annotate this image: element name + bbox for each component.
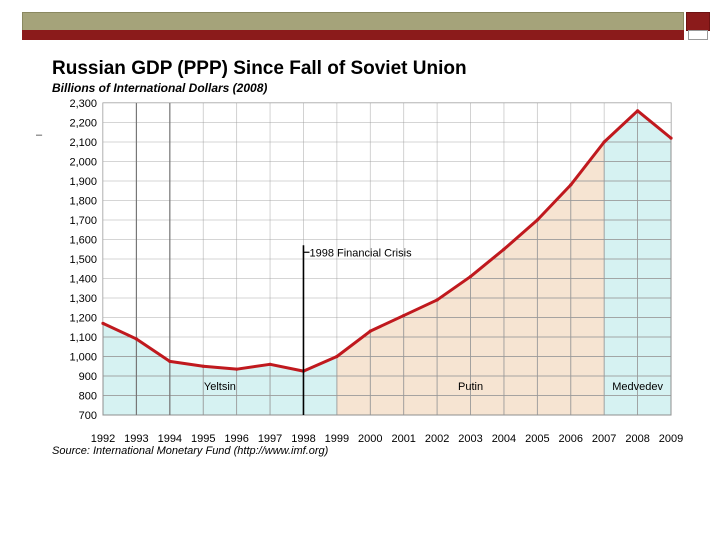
- y-tick-label: 700: [79, 410, 97, 422]
- gdp-point: [535, 218, 539, 222]
- y-tick-label: 1,900: [69, 176, 97, 188]
- gdp-point: [635, 109, 640, 113]
- bullet-dash: –: [36, 129, 43, 141]
- y-tick-label: 1,200: [69, 313, 97, 325]
- y-tick-label: 1,300: [69, 293, 97, 305]
- y-tick-label: 1,600: [69, 235, 97, 247]
- era-dividers: [135, 103, 171, 415]
- era-label: Putin: [458, 381, 483, 393]
- gdp-point: [335, 354, 339, 359]
- x-tick-label: 2001: [391, 433, 415, 445]
- x-tick-label: 2009: [659, 433, 683, 445]
- y-tick-label: 900: [79, 371, 97, 383]
- x-tick-label: 1996: [224, 433, 248, 445]
- y-tick-label: 2,000: [69, 157, 97, 169]
- x-tick-label: 1994: [158, 433, 182, 445]
- chart-title: Russian GDP (PPP) Since Fall of Soviet U…: [52, 58, 467, 79]
- crisis-annotation: 1998 Financial Crisis: [309, 247, 412, 259]
- x-tick-label: 1995: [191, 433, 215, 445]
- gdp-line: [101, 109, 673, 373]
- gdp-point: [101, 321, 105, 325]
- gdp-point: [268, 362, 272, 366]
- gdp-point: [468, 274, 473, 279]
- slide-header-stripe: [22, 30, 684, 40]
- gdp-point: [402, 313, 406, 318]
- x-tick-label: 1997: [258, 433, 282, 445]
- y-tick-label: 800: [79, 391, 97, 403]
- y-tick-label: 1,100: [69, 332, 97, 344]
- gdp-series-line: [102, 109, 672, 373]
- era-label: Yeltsin: [204, 381, 236, 393]
- x-tick-label: 2005: [525, 433, 549, 445]
- x-tick-label: 2007: [592, 433, 616, 445]
- era-labels: Yeltsin Putin Medvedev: [204, 381, 664, 393]
- gdp-point: [602, 140, 606, 144]
- x-tick-label: 1999: [325, 433, 349, 445]
- chart-source: Source: International Monetary Fund (htt…: [52, 445, 329, 457]
- y-tick-label: 2,100: [69, 137, 97, 149]
- y-axis-ticks: 700 800 900 1,000 1,100 1,200 1,300 1,400 1,500 1…: [69, 98, 97, 422]
- y-tick-label: 2,200: [69, 118, 97, 130]
- gdp-point: [134, 337, 139, 341]
- gdp-area: [102, 102, 672, 416]
- y-tick-label: 1,700: [69, 215, 97, 227]
- x-tick-label: 2002: [425, 433, 449, 445]
- gdp-point: [201, 364, 205, 368]
- y-tick-label: 1,500: [69, 254, 97, 266]
- gdp-point: [368, 329, 372, 333]
- gdp-point: [669, 136, 673, 140]
- area-mask: [103, 103, 671, 372]
- y-tick-label: 2,300: [69, 98, 97, 110]
- gdp-point: [502, 247, 506, 251]
- x-tick-label: 2000: [358, 433, 382, 445]
- gdp-point: [569, 183, 573, 187]
- y-tick-label: 1,400: [69, 274, 97, 286]
- chart-subtitle: Billions of International Dollars (2008): [52, 81, 267, 95]
- slide-corner-box-lower: [688, 30, 708, 40]
- x-tick-label: 2008: [625, 433, 649, 445]
- x-tick-label: 2004: [492, 433, 516, 445]
- x-tick-label: 1992: [91, 433, 115, 445]
- y-tick-label: 1,000: [69, 352, 97, 364]
- era-label: Medvedev: [612, 381, 663, 393]
- x-tick-label: 2003: [458, 433, 482, 445]
- x-axis-ticks: 1992 1993 1994 1995 1996 1997 1998 1999 2000 2001…: [91, 433, 683, 445]
- x-tick-label: 2006: [559, 433, 583, 445]
- gdp-point: [435, 298, 439, 302]
- y-tick-label: 1,800: [69, 196, 97, 208]
- annotations: 1998 Financial Crisis: [302, 245, 412, 415]
- gdp-point: [235, 367, 239, 371]
- gdp-point: [168, 359, 172, 363]
- x-tick-label: 1998: [291, 433, 315, 445]
- x-tick-label: 1993: [124, 433, 148, 445]
